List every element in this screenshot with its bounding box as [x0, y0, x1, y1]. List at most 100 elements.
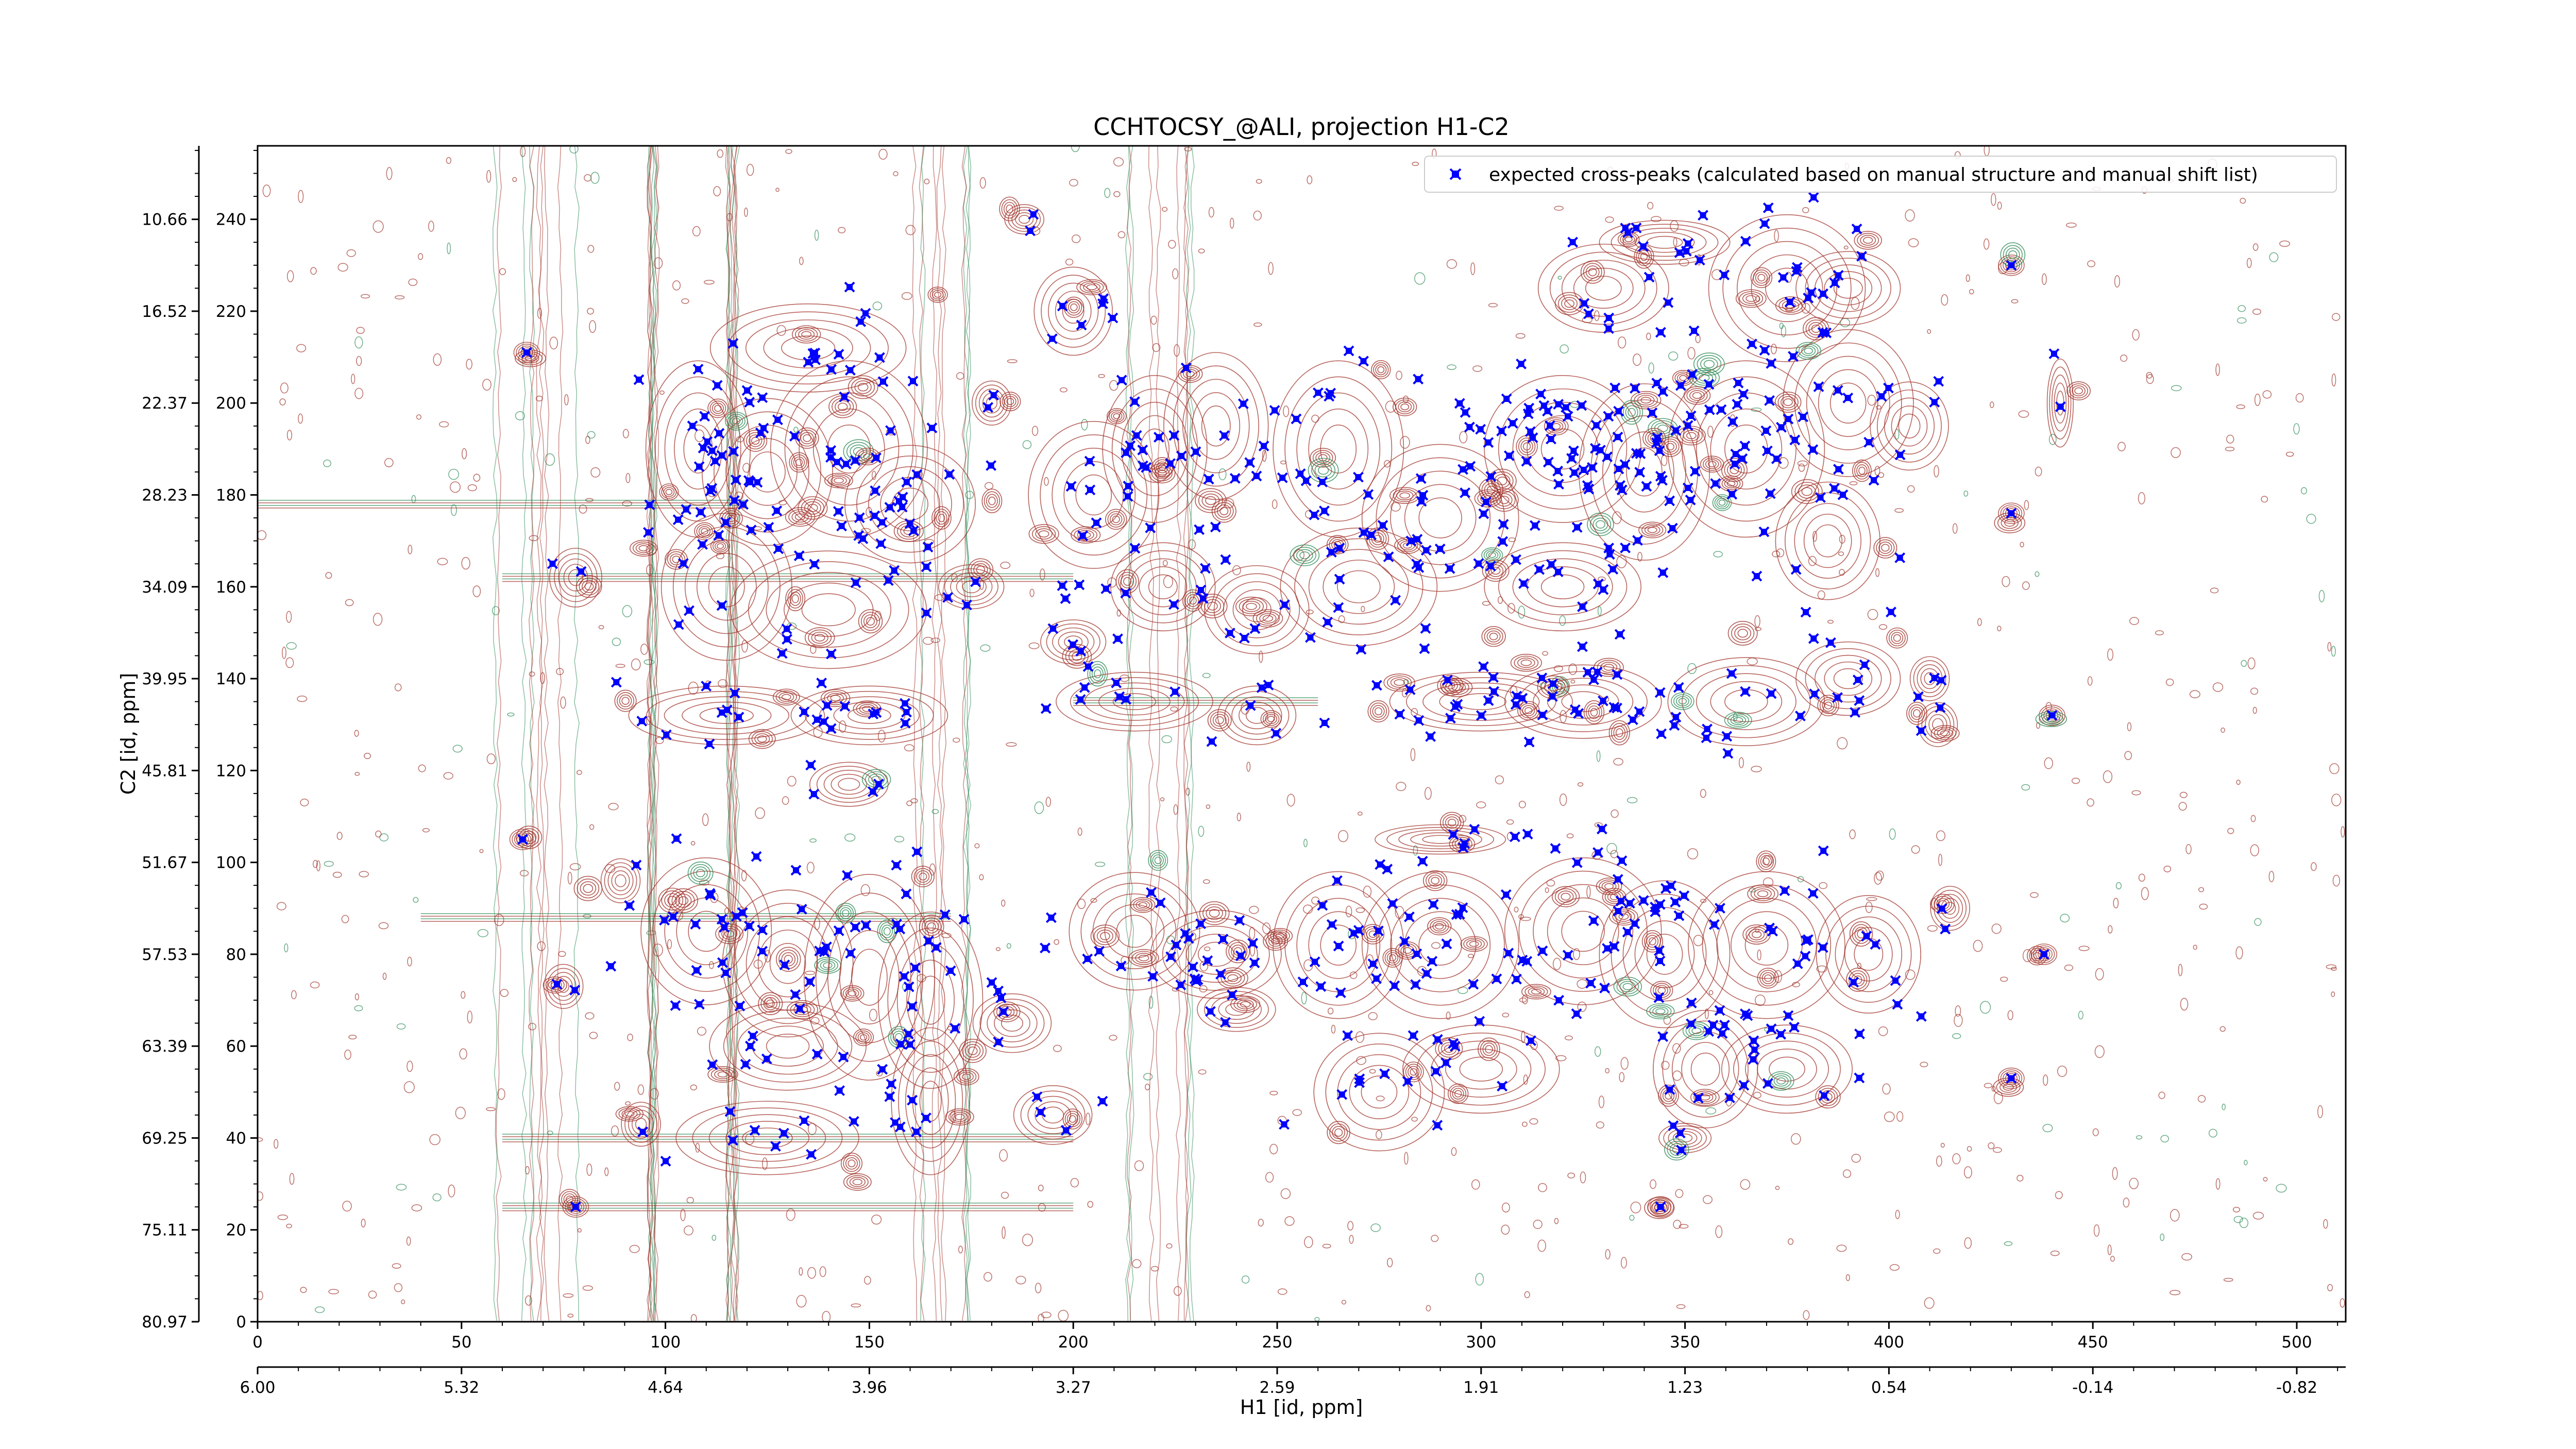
peak-marker [1210, 521, 1221, 533]
contour-ring [1065, 299, 1082, 316]
noise-contour [1001, 1191, 1009, 1199]
noise-contour [1771, 344, 1777, 355]
contour-ring [1688, 1025, 1705, 1036]
noise-contour [694, 429, 705, 443]
peak-marker [1534, 564, 1545, 575]
noise-contour [364, 752, 371, 759]
noise-contour [1991, 923, 2002, 934]
peak-marker [1631, 448, 1642, 459]
y-index-tick-label: 160 [216, 578, 246, 597]
contour-ring [754, 733, 770, 745]
contour-ring [1382, 948, 1403, 968]
contour-ring [846, 1175, 869, 1189]
peak-marker [1458, 842, 1469, 853]
contour-ring [1754, 888, 1772, 899]
peak-marker [889, 565, 900, 576]
noise-contour [1849, 829, 1856, 839]
noise-contour [346, 249, 356, 257]
peak-marker [1188, 962, 1198, 972]
noise-contour [1361, 605, 1365, 612]
contour-ring [1681, 1042, 1730, 1097]
contour-ring [970, 561, 991, 579]
noise-contour [2035, 571, 2040, 577]
peak-marker [1371, 973, 1382, 984]
contour-ring [911, 866, 935, 887]
noise-contour [894, 836, 905, 843]
peak-marker [1168, 599, 1179, 610]
contour-ring [1020, 1090, 1086, 1140]
noise-contour [2193, 945, 2197, 950]
noise-contour [1808, 555, 1817, 566]
peak-marker [1413, 374, 1424, 385]
contour-ring [1013, 1085, 1093, 1145]
contour-ring [814, 634, 825, 642]
contour-ring [543, 976, 567, 994]
contour-ring [1187, 594, 1199, 607]
noise-contour [1620, 1057, 1629, 1070]
contour-ring [921, 917, 942, 936]
noise-contour [1475, 1273, 1484, 1286]
contour-ring [1442, 814, 1462, 831]
contour-ring [831, 773, 868, 795]
noise-contour [1788, 1238, 1794, 1245]
contour-ring [2005, 247, 2020, 262]
peak-marker [1358, 356, 1369, 367]
contour-ring [1858, 466, 1866, 475]
peak-marker [693, 999, 705, 1010]
peak-marker [730, 474, 741, 485]
noise-contour [2129, 1177, 2139, 1189]
contour-ring [987, 1004, 1038, 1042]
peak-marker [1561, 402, 1572, 413]
peak-marker [1153, 431, 1164, 443]
noise-contour [1518, 605, 1526, 619]
noise-contour [1965, 274, 1970, 282]
peak-marker [908, 525, 919, 536]
noise-contour [1646, 332, 1651, 340]
noise-contour [999, 1149, 1008, 1162]
contour-ring [1835, 916, 1903, 992]
contour-ring [2049, 366, 2072, 440]
noise-contour [1258, 1219, 1264, 1227]
noise-contour [929, 863, 936, 876]
peak-marker [1798, 411, 1809, 423]
peak-marker [751, 851, 762, 862]
contour-ring [658, 887, 687, 914]
peak-marker [1553, 479, 1564, 490]
peak-marker [1679, 890, 1690, 901]
noise-contour [697, 1026, 707, 1036]
peak-marker [1141, 462, 1152, 473]
noise-contour [2103, 770, 2113, 783]
peak-marker [705, 485, 716, 497]
peak-marker [1220, 1017, 1231, 1028]
peak-marker [897, 492, 908, 503]
contour-ring [1934, 727, 1957, 740]
peak-marker [2055, 401, 2066, 412]
contour-ring [848, 990, 857, 997]
peak-marker [1702, 723, 1713, 735]
contour-ring [727, 311, 889, 385]
peak-marker [2006, 508, 2017, 519]
contour-ring [790, 685, 948, 746]
contour-ring [1083, 282, 1101, 292]
noise-contour [667, 939, 672, 950]
peak-marker [1354, 1073, 1365, 1085]
peak-marker [839, 701, 851, 712]
contour-ring [809, 762, 889, 807]
peak-marker [1828, 483, 1840, 494]
contour-ring [2046, 358, 2074, 448]
peak-marker [637, 1126, 649, 1138]
peak-marker [770, 1141, 781, 1152]
contour-ring [1107, 511, 1125, 528]
peak-marker [1647, 407, 1658, 418]
noise-contour [1518, 801, 1526, 808]
contour-ring [726, 514, 736, 523]
contour-ring [1400, 403, 1410, 411]
peak-marker [699, 411, 710, 422]
peak-marker [1654, 445, 1665, 457]
peak-marker [833, 506, 844, 517]
contour-ring [1496, 493, 1513, 507]
contour-ring [675, 1101, 859, 1175]
noise-contour [1967, 1146, 1972, 1152]
contour-ring [1072, 652, 1082, 661]
contour-ring [1631, 391, 1662, 410]
